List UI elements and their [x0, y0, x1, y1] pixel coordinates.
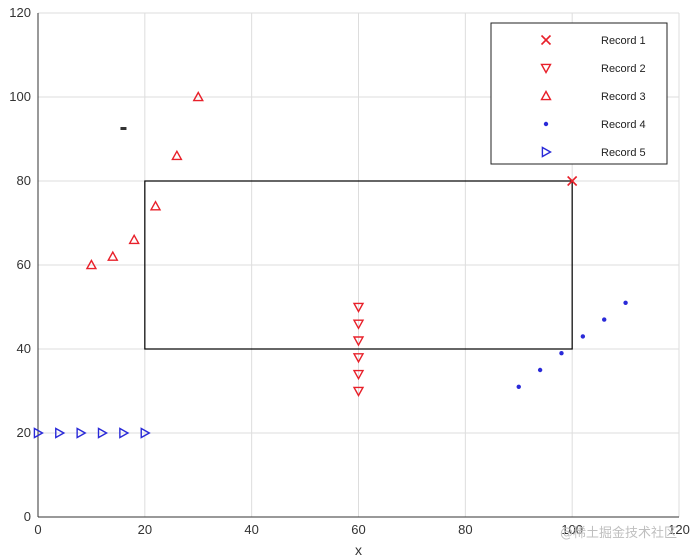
data-point-series-3 — [192, 91, 204, 102]
y-tick-label: 80 — [17, 173, 31, 188]
legend-marker-4 — [543, 121, 549, 127]
data-point-series-5 — [76, 427, 87, 439]
legend-marker-5 — [541, 146, 552, 158]
y-tick-label: 60 — [17, 257, 31, 272]
data-point-series-4 — [580, 334, 586, 339]
x-tick-label: 0 — [34, 522, 41, 537]
data-point-series-2 — [352, 386, 365, 397]
data-point-series-4 — [623, 300, 628, 305]
data-point-series-4 — [559, 351, 564, 356]
legend-marker-1 — [540, 34, 552, 46]
legend-label: Record 4 — [601, 119, 646, 131]
legend-label: Record 1 — [601, 35, 646, 47]
data-point-series-5 — [140, 427, 151, 439]
data-point-series-3 — [85, 259, 98, 270]
y-tick-label: 120 — [9, 5, 31, 20]
y-tick-label: 100 — [9, 89, 31, 104]
data-point-series-4 — [602, 317, 607, 322]
data-point-series-3 — [107, 250, 119, 261]
data-point-series-4 — [516, 384, 521, 389]
legend-marker-3 — [540, 90, 552, 101]
legend-label: Record 3 — [601, 91, 646, 103]
y-tick-label: 0 — [24, 509, 31, 524]
legend-box — [490, 22, 668, 165]
data-point-series-2 — [352, 302, 365, 313]
data-point-series-4 — [537, 367, 543, 373]
x-tick-label: 100 — [561, 522, 583, 537]
y-tick-label: 40 — [17, 341, 31, 356]
x-tick-label: 80 — [458, 522, 472, 537]
legend-label: Record 2 — [601, 63, 646, 75]
data-point-series-5 — [119, 427, 130, 439]
data-point-series-3 — [149, 200, 162, 211]
watermark: @稀土掘金技术社区 — [560, 526, 678, 541]
stray-marker — [120, 127, 127, 130]
legend-label: Record 5 — [601, 147, 646, 159]
x-tick-label: 40 — [244, 522, 258, 537]
x-tick-label: 20 — [138, 522, 152, 537]
data-point-series-2 — [352, 353, 365, 364]
data-point-series-1 — [567, 175, 578, 187]
y-tick-label: 20 — [17, 425, 31, 440]
x-axis-label: x — [355, 542, 362, 558]
data-point-series-3 — [171, 149, 183, 161]
data-point-series-2 — [352, 336, 365, 347]
legend-marker-2 — [540, 63, 552, 74]
x-tick-label: 120 — [668, 522, 690, 537]
data-point-series-5 — [55, 427, 66, 439]
data-point-series-3 — [128, 233, 140, 245]
data-point-series-5 — [33, 427, 44, 439]
data-point-series-2 — [352, 319, 365, 330]
data-point-series-5 — [97, 427, 109, 439]
boundary-rectangle — [144, 180, 573, 350]
x-tick-label: 60 — [351, 522, 365, 537]
data-point-series-2 — [352, 369, 365, 381]
